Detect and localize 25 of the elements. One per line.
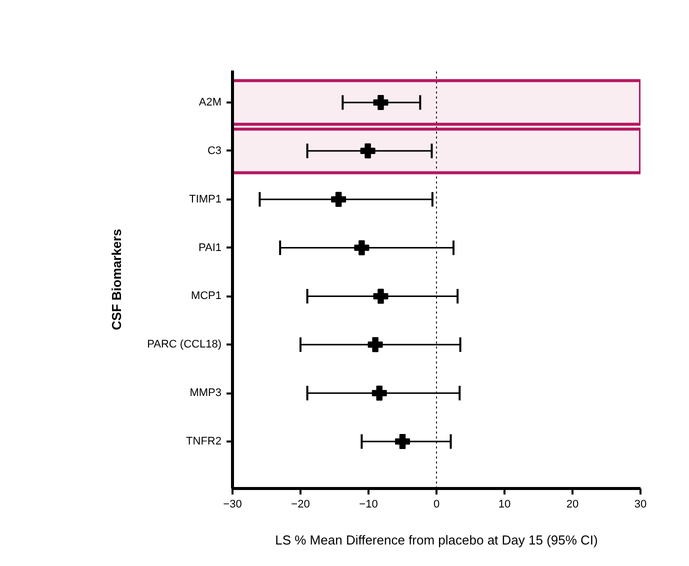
point — [331, 192, 346, 207]
x-tick-label: 10 — [498, 498, 511, 510]
x-tick-label: −30 — [223, 498, 242, 510]
x-tick-label: 0 — [433, 498, 440, 510]
point — [373, 94, 388, 110]
y-tick-label: MCP1 — [190, 290, 222, 302]
point — [395, 434, 410, 450]
point — [368, 337, 383, 352]
point — [373, 288, 388, 304]
y-tick-label: PAI1 — [198, 242, 222, 254]
x-tick-label: −20 — [291, 498, 310, 510]
x-tick-label: 20 — [566, 498, 579, 510]
x-tick-label: −10 — [359, 498, 378, 510]
point — [360, 143, 376, 158]
y-tick-label: TNFR2 — [186, 436, 222, 448]
y-tick-label: A2M — [198, 96, 222, 108]
y-tick-label: TIMP1 — [189, 193, 222, 206]
y-tick-label: MMP3 — [190, 387, 222, 400]
point — [372, 386, 387, 401]
x-axis-title: LS % Mean Difference from placebo at Day 15 (95% CI) — [275, 532, 598, 548]
y-tick-label: C3 — [207, 144, 222, 157]
y-tick-label: PARC (CCL18) — [147, 338, 222, 351]
point — [354, 240, 370, 256]
x-tick-label: 30 — [634, 498, 647, 510]
y-axis-title: CSF Biomarkers — [109, 228, 124, 330]
